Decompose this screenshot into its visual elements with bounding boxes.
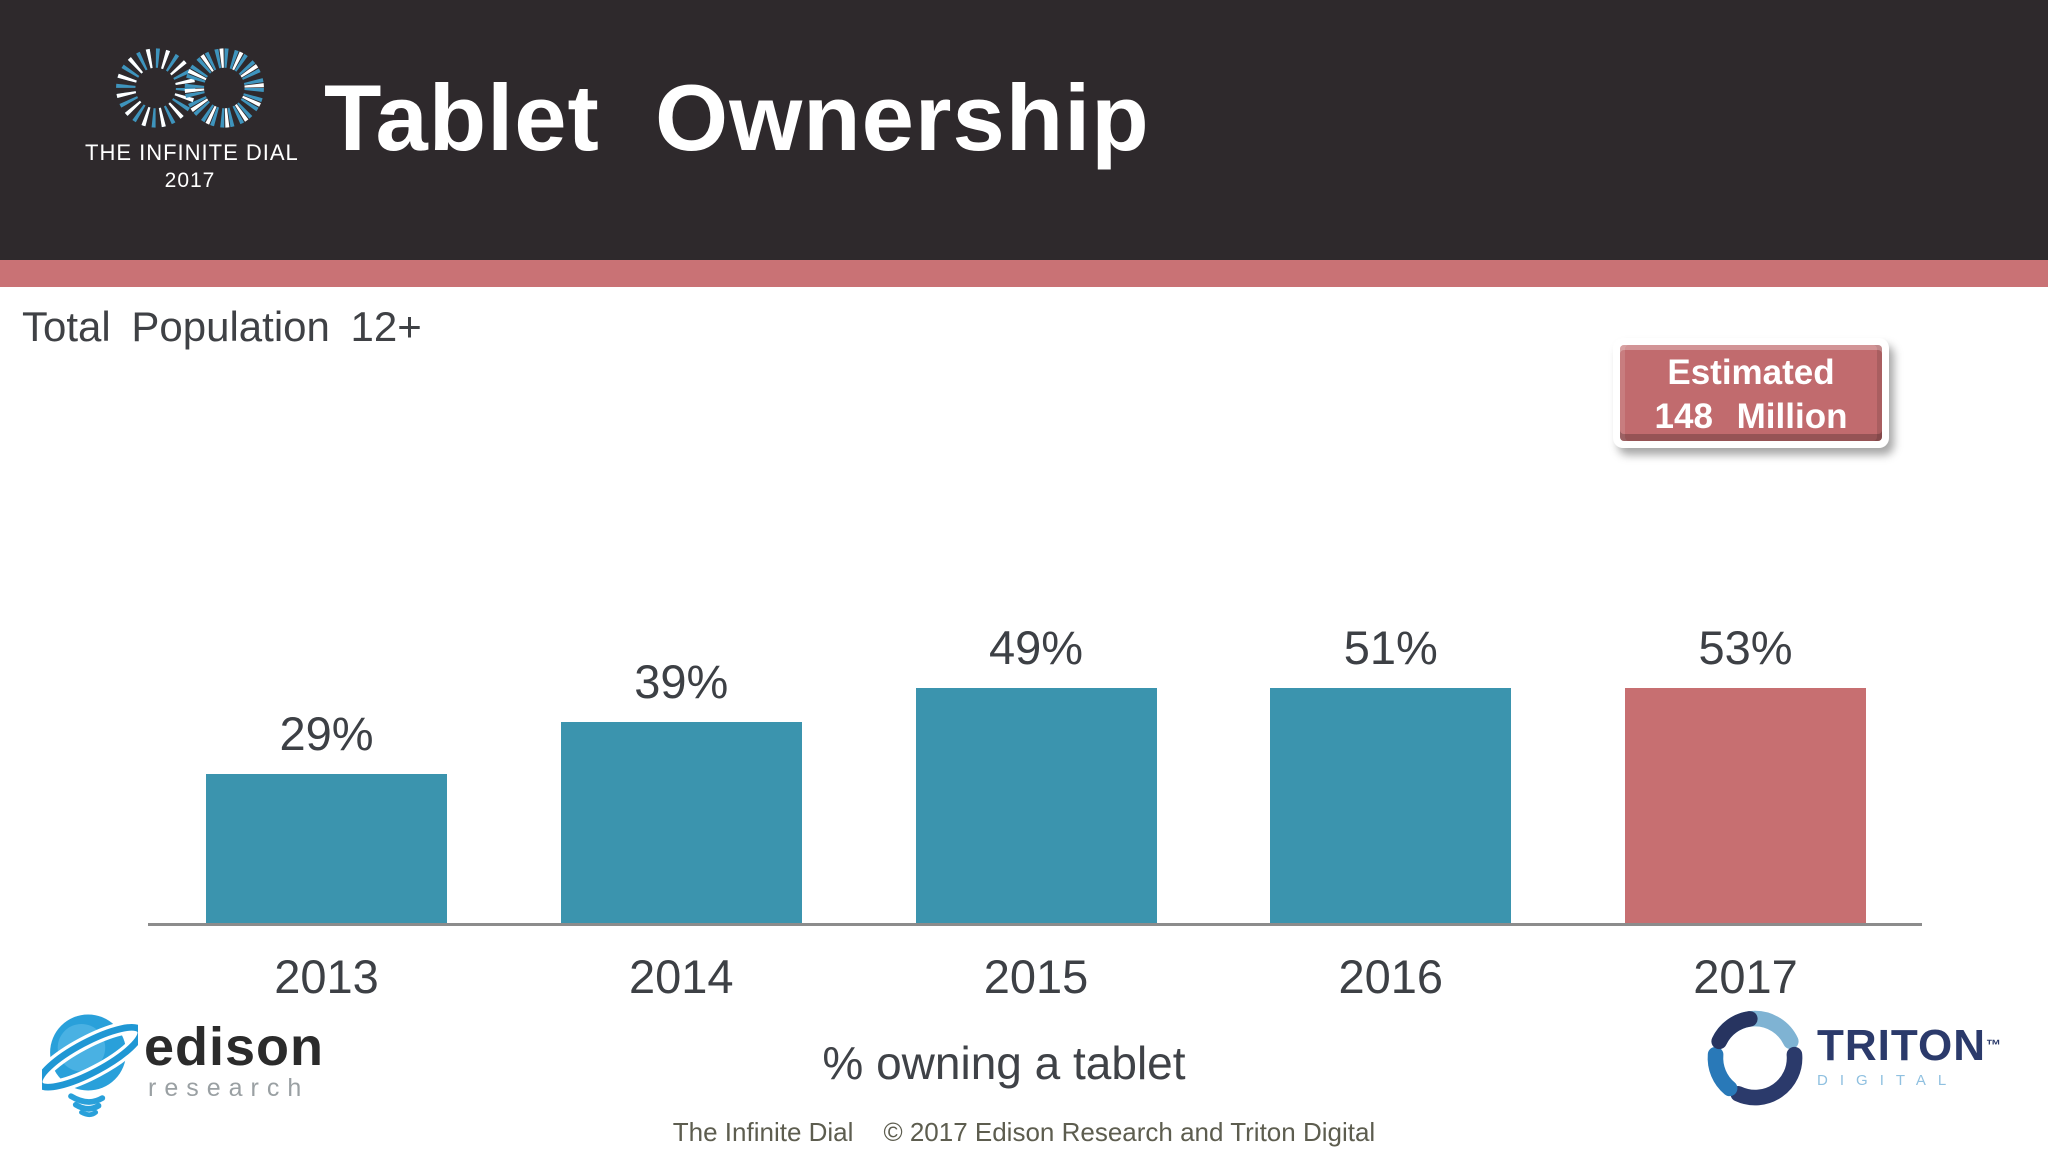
infinity-bars-icon xyxy=(116,48,264,128)
page-title: Tablet Ownership xyxy=(324,65,1150,170)
x-axis-tick-label: 2015 xyxy=(983,950,1089,1003)
triton-digital-logo: TRITON™ DIGITAL xyxy=(1703,1002,2002,1110)
x-axis-tick-label: 2016 xyxy=(1338,950,1444,1003)
edison-planet-icon xyxy=(42,1014,138,1118)
triton-sub-wordmark: DIGITAL xyxy=(1817,1071,1959,1089)
bar-group-2017: 53% 2017 xyxy=(1625,620,1866,1003)
callout-line1: Estimated xyxy=(1667,353,1835,392)
edison-sub-wordmark: research xyxy=(148,1073,310,1102)
x-axis-tick-label: 2017 xyxy=(1693,950,1798,1003)
bar-value-label: 51% xyxy=(1343,621,1438,674)
estimated-callout-box: Estimated 148 Million xyxy=(1620,345,1882,441)
logo-title: THE INFINITE DIAL xyxy=(85,140,299,165)
header-band: THE INFINITE DIAL 2017 Tablet Ownership xyxy=(0,0,2048,260)
estimated-callout: Estimated 148 Million xyxy=(1613,338,1889,448)
bar-value-label: 39% xyxy=(634,655,729,708)
infinite-dial-logo: THE INFINITE DIAL 2017 xyxy=(85,44,299,193)
bar-group-2015: 49% 2015 xyxy=(915,620,1157,1003)
x-axis-tick-label: 2014 xyxy=(628,950,734,1003)
bar-rect xyxy=(1625,688,1866,923)
bar-group-2014: 39% 2014 xyxy=(560,620,802,1003)
bar-value-label: 29% xyxy=(279,707,374,760)
bar-rect xyxy=(1270,688,1512,923)
triton-ring-icon xyxy=(1707,1010,1803,1106)
bar-chart: 29% 2013 39% 2014 49% 2015 51% 2016 53% … xyxy=(206,620,1866,1003)
x-axis-title: % owning a tablet xyxy=(822,1037,1186,1089)
population-subtitle: Total Population 12+ xyxy=(22,303,422,350)
bar-group-2016: 51% 2016 xyxy=(1270,620,1512,1003)
x-axis-line xyxy=(148,923,1922,926)
bar-rect xyxy=(560,722,802,923)
bar-rect xyxy=(915,688,1157,923)
logo-year: 2017 xyxy=(164,169,216,192)
bar-rect xyxy=(206,774,447,923)
x-axis-tick-label: 2013 xyxy=(274,950,379,1003)
footer-source: The Infinite Dial xyxy=(672,1117,854,1147)
bar-value-label: 53% xyxy=(1698,621,1793,674)
edison-research-logo: edison research xyxy=(42,1005,324,1119)
callout-line2: 148 Million xyxy=(1654,397,1848,436)
footer-credit: The Infinite Dial © 2017 Edison Research … xyxy=(0,1117,2048,1148)
bar-group-2013: 29% 2013 xyxy=(206,620,447,1003)
trademark-symbol: ™ xyxy=(1986,1036,2002,1054)
accent-strip xyxy=(0,260,2048,287)
edison-wordmark: edison xyxy=(144,1016,325,1077)
bar-value-label: 49% xyxy=(988,621,1084,674)
triton-wordmark: TRITON™ xyxy=(1817,1020,2002,1070)
footer-copyright: © 2017 Edison Research and Triton Digita… xyxy=(883,1117,1376,1147)
